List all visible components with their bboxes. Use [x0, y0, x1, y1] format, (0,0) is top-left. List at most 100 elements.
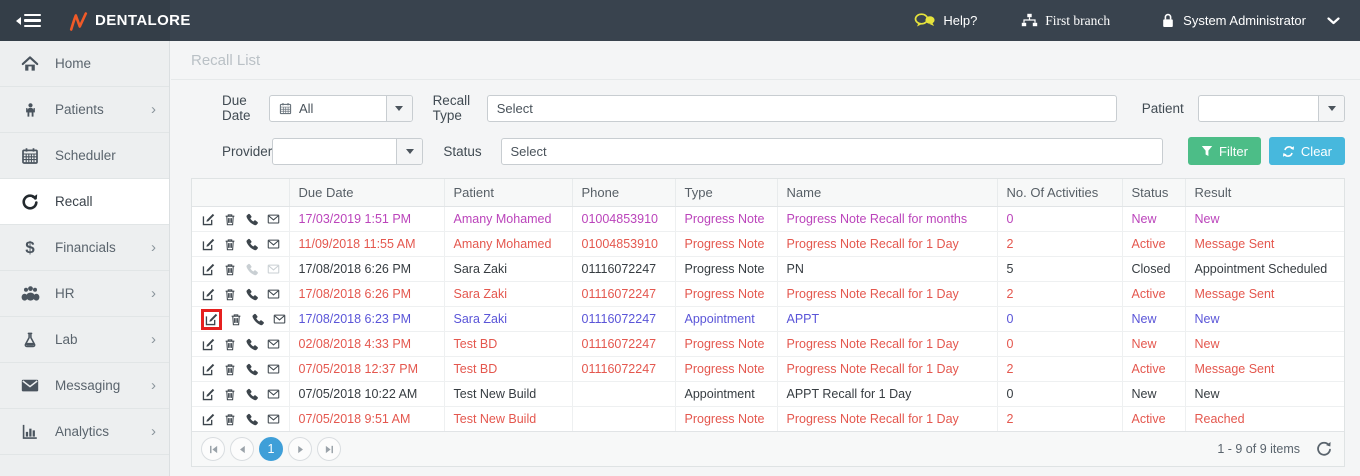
delete-icon[interactable]: [223, 212, 237, 227]
sidebar-item-scheduler[interactable]: Scheduler: [0, 133, 169, 179]
sidebar-item-home[interactable]: Home: [0, 41, 169, 87]
cell-result: Message Sent: [1185, 231, 1344, 257]
cell-name: Progress Note Recall for months: [777, 206, 998, 232]
call-icon[interactable]: [244, 237, 259, 252]
help-menu[interactable]: Help?: [914, 13, 977, 28]
delete-icon[interactable]: [223, 287, 237, 302]
due-date-dropdown-button[interactable]: [385, 95, 412, 121]
call-icon[interactable]: [244, 362, 259, 377]
branch-menu[interactable]: First branch: [1021, 13, 1110, 29]
sidebar-item-label: Analytics: [55, 424, 110, 439]
email-icon[interactable]: [266, 262, 281, 276]
email-icon[interactable]: [266, 412, 281, 426]
cell-patient: Amany Mohamed: [444, 206, 573, 232]
email-icon[interactable]: [266, 387, 281, 401]
status-select[interactable]: [500, 137, 1164, 165]
user-menu[interactable]: System Administrator: [1162, 13, 1340, 28]
sidebar-nav: Home Patients › Scheduler Recall $ Financials ›…: [0, 41, 170, 476]
call-icon[interactable]: [244, 262, 259, 277]
delete-icon[interactable]: [229, 312, 243, 327]
sidebar-item-analytics[interactable]: Analytics ›: [0, 409, 169, 455]
table-header-row: Due Date Patient Phone Type Name No. Of Activ…: [192, 179, 1344, 207]
cell-status: Active: [1122, 406, 1186, 432]
edit-icon[interactable]: [201, 387, 216, 402]
sidebar-collapse-button[interactable]: [16, 13, 41, 28]
chart-icon: [17, 423, 43, 440]
sidebar-item-recall[interactable]: Recall: [0, 179, 169, 225]
cell-phone: [572, 381, 676, 407]
table-row: 17/03/2019 1:51 PM Amany Mohamed 010048539…: [192, 206, 1344, 232]
delete-icon[interactable]: [223, 362, 237, 377]
cell-name: Progress Note Recall for 1 Day: [777, 231, 998, 257]
cell-activities: 0: [997, 331, 1123, 357]
cell-type: Progress Note: [675, 356, 778, 382]
email-icon[interactable]: [266, 287, 281, 301]
reload-grid-button[interactable]: [1316, 441, 1332, 457]
email-icon[interactable]: [266, 212, 281, 226]
cell-status: New: [1122, 206, 1186, 232]
chevron-right-icon: ›: [151, 239, 156, 256]
edit-icon[interactable]: [201, 212, 216, 227]
sidebar-item-label: Home: [55, 56, 92, 71]
cell-phone: 01116072247: [572, 256, 676, 282]
cell-type: Appointment: [675, 306, 778, 332]
cell-patient: Sara Zaki: [444, 281, 573, 307]
clear-button[interactable]: Clear: [1268, 137, 1345, 165]
delete-icon[interactable]: [223, 237, 237, 252]
top-bar: DENTALORE Help? First branch: [0, 0, 1360, 41]
last-page-button[interactable]: [317, 437, 341, 461]
cell-activities: 2: [997, 356, 1123, 382]
filter-button[interactable]: Filter: [1188, 137, 1261, 165]
delete-icon[interactable]: [223, 337, 237, 352]
cell-type: Progress Note: [675, 406, 778, 432]
edit-icon[interactable]: [201, 337, 216, 352]
table-row: 11/09/2018 11:55 AM Amany Mohamed 01004853…: [192, 231, 1344, 257]
edit-icon[interactable]: [201, 262, 216, 277]
cell-activities: 5: [997, 256, 1123, 282]
email-icon[interactable]: [266, 337, 281, 351]
sidebar-item-financials[interactable]: $ Financials ›: [0, 225, 169, 271]
caret-down-icon: [405, 148, 414, 154]
delete-icon[interactable]: [223, 412, 237, 427]
sidebar-item-patients[interactable]: Patients ›: [0, 87, 169, 133]
recall-type-select[interactable]: [486, 94, 1117, 122]
edit-icon[interactable]: [201, 412, 216, 427]
edit-icon[interactable]: [201, 237, 216, 252]
sidebar-item-hr[interactable]: HR ›: [0, 271, 169, 317]
patient-dropdown-button[interactable]: [1318, 95, 1344, 121]
patient-dropdown[interactable]: [1197, 94, 1345, 122]
call-icon[interactable]: [244, 212, 259, 227]
edit-icon[interactable]: [201, 287, 216, 302]
prev-page-button[interactable]: [230, 437, 254, 461]
email-icon[interactable]: [266, 362, 281, 376]
call-icon[interactable]: [244, 287, 259, 302]
provider-dropdown[interactable]: [272, 137, 424, 165]
edit-icon[interactable]: [201, 362, 216, 377]
provider-dropdown-button[interactable]: [396, 138, 423, 164]
call-icon[interactable]: [250, 312, 265, 327]
dentalore-logo-icon: [69, 11, 88, 31]
envelope-icon: [17, 378, 43, 393]
app-logo[interactable]: DENTALORE: [69, 11, 191, 31]
column-header-patient: Patient: [444, 179, 573, 207]
call-icon[interactable]: [244, 387, 259, 402]
due-date-value: All: [299, 100, 314, 116]
first-page-button[interactable]: [201, 437, 225, 461]
sidebar-item-lab[interactable]: Lab ›: [0, 317, 169, 363]
cell-phone: 01116072247: [572, 306, 676, 332]
cell-phone: 01116072247: [572, 331, 676, 357]
due-date-dropdown[interactable]: All: [269, 94, 413, 122]
delete-icon[interactable]: [223, 387, 237, 402]
collapse-arrow-icon: [16, 16, 21, 25]
email-icon[interactable]: [272, 312, 287, 326]
sidebar-item-messaging[interactable]: Messaging ›: [0, 363, 169, 409]
help-label: Help?: [943, 13, 978, 28]
email-icon[interactable]: [266, 237, 281, 251]
edit-icon[interactable]: [201, 308, 222, 330]
cell-due-date: 17/08/2018 6:26 PM: [289, 256, 445, 282]
call-icon[interactable]: [244, 412, 259, 427]
delete-icon[interactable]: [223, 262, 237, 277]
call-icon[interactable]: [244, 337, 259, 352]
next-page-button[interactable]: [288, 437, 312, 461]
page-number-button[interactable]: 1: [259, 437, 283, 461]
